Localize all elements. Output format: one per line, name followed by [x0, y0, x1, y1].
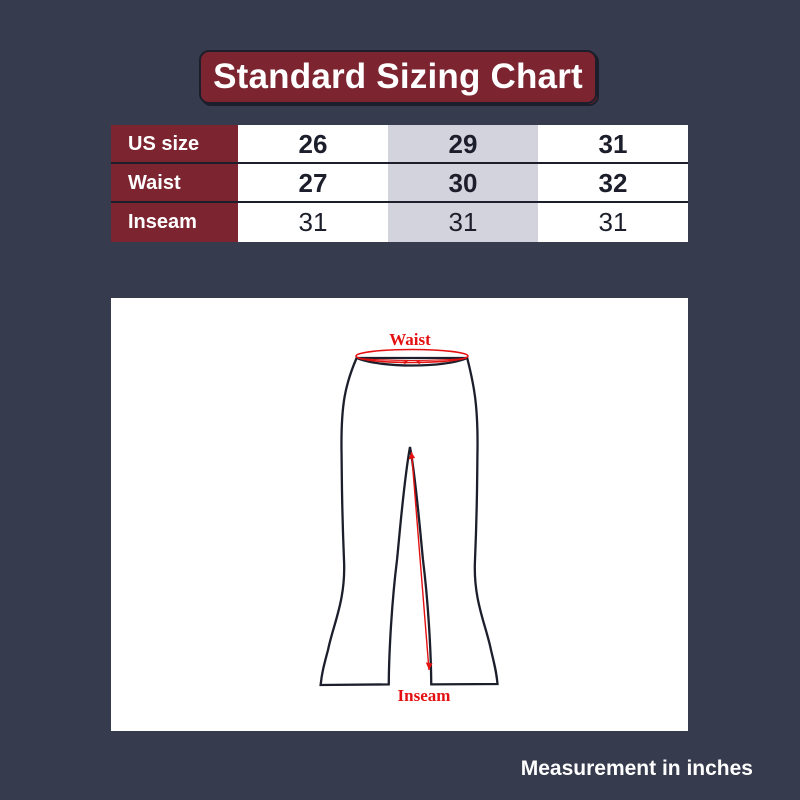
svg-text:Waist: Waist [389, 330, 431, 349]
svg-text:Inseam: Inseam [398, 686, 451, 705]
